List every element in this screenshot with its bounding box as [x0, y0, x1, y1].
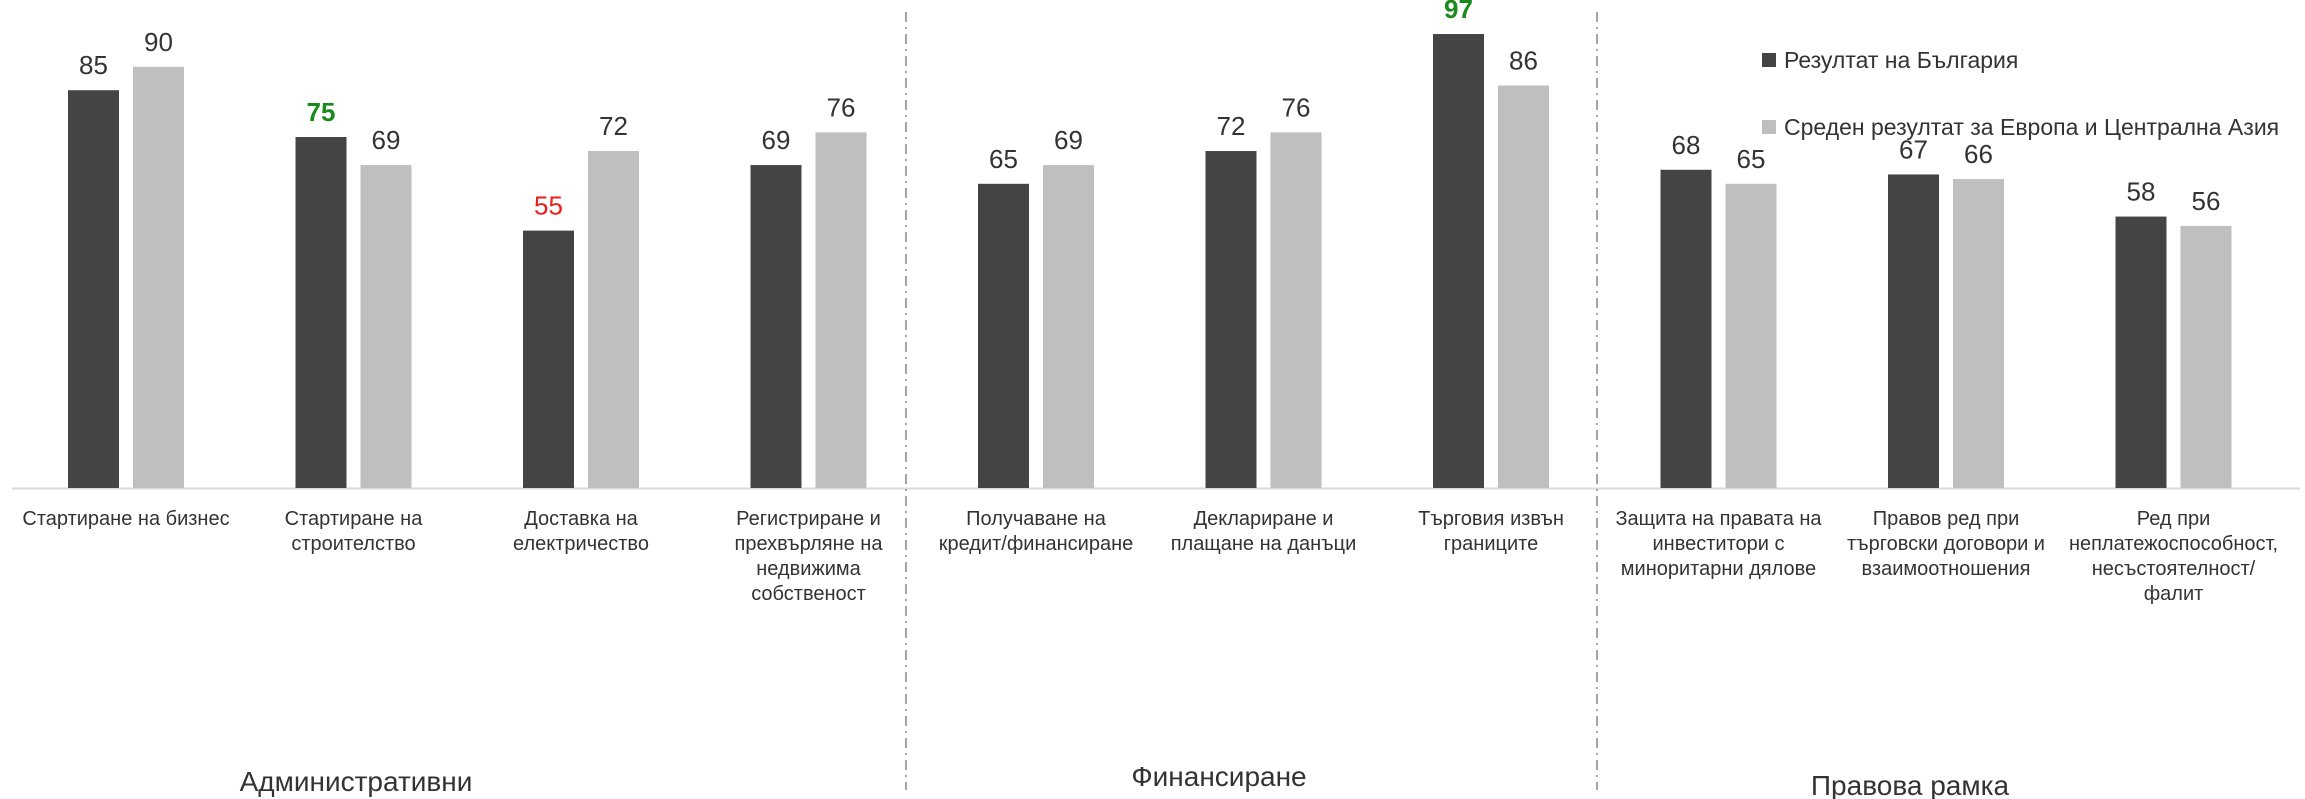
category-label-3: Доставка на електричество	[513, 508, 649, 555]
legend-item-europe-central-asia: Среден резултат за Европа и Централна Аз…	[1762, 107, 2279, 147]
bar-europe-central-asia-8	[1725, 183, 1777, 489]
data-label-europe-central-asia-3: 72	[599, 111, 628, 141]
category-label-line: инвеститори с	[1653, 533, 1785, 555]
category-label-line: недвижима	[756, 558, 861, 580]
data-label-bulgaria-1: 85	[79, 50, 108, 80]
legend-label-europe-central-asia: Среден резултат за Европа и Централна Аз…	[1784, 113, 2280, 140]
category-label-6: Деклариране и плащане на данъци	[1171, 508, 1357, 555]
data-label-bulgaria-6: 72	[1217, 111, 1246, 141]
bar-bulgaria-9	[1888, 174, 1939, 488]
bar-europe-central-asia-7	[1498, 85, 1549, 489]
bar-europe-central-asia-6	[1270, 132, 1322, 488]
data-label-bulgaria-2: 75	[307, 97, 336, 127]
bar-europe-central-asia-5	[1043, 165, 1094, 488]
category-label-line: Правов ред при	[1873, 508, 2019, 530]
category-label-line: Регистриране и	[736, 508, 881, 530]
bar-bulgaria-1	[68, 90, 119, 488]
category-label-2: Стартиране на строителство	[285, 508, 424, 555]
category-label-line: Получаване на	[966, 508, 1107, 530]
category-label-line: Стартиране на бизнес	[22, 508, 229, 530]
bar-europe-central-asia-10	[2180, 225, 2232, 489]
data-label-bulgaria-9: 67	[1899, 134, 1928, 164]
data-label-europe-central-asia-8: 65	[1737, 144, 1766, 174]
bar-europe-central-asia-9	[1953, 179, 2004, 488]
category-label-8: Защита на правата на инвеститори с минорит…	[1615, 508, 1822, 580]
category-label-1: Стартиране на бизнес	[22, 508, 229, 530]
data-label-bulgaria-7: 97	[1444, 0, 1473, 24]
legend-item-bulgaria: Резултат на България	[1762, 40, 2279, 80]
bar-bulgaria-10	[2115, 216, 2167, 488]
bar-bulgaria-6	[1205, 151, 1257, 489]
category-label-line: плащане на данъци	[1171, 533, 1357, 555]
category-label-line: собственост	[751, 583, 866, 605]
data-label-europe-central-asia-1: 90	[144, 27, 173, 57]
category-label-line: Търговия извън	[1418, 508, 1564, 530]
category-label-line: Деклариране и	[1194, 508, 1334, 530]
category-label-line: кредит/финансиране	[939, 533, 1134, 555]
legend-label-bulgaria: Резултат на България	[1784, 46, 2019, 73]
data-label-europe-central-asia-2: 69	[372, 125, 401, 155]
legend-swatch-europe-central-asia	[1762, 120, 1776, 134]
group-label-3: Правова рамка	[1811, 770, 2010, 799]
category-label-7: Търговия извън границите	[1418, 508, 1564, 555]
bar-bulgaria-5	[978, 183, 1029, 489]
category-label-9: Правов ред при търговски договори и взаимо…	[1847, 508, 2045, 580]
bar-bulgaria-7	[1433, 34, 1484, 488]
category-label-line: Доставка на	[524, 508, 638, 530]
legend: Резултат на България Среден резултат за …	[1762, 40, 2279, 174]
category-label-line: взаимоотношения	[1862, 558, 2031, 580]
category-label-10: Ред при неплатежоспособност, несъстоятелно…	[2069, 508, 2278, 605]
category-label-line: Защита на правата на	[1615, 508, 1822, 530]
data-label-bulgaria-4: 69	[762, 125, 791, 155]
data-label-europe-central-asia-10: 56	[2192, 186, 2221, 216]
bar-bulgaria-4	[750, 165, 802, 488]
category-label-line: Ред при	[2137, 508, 2211, 530]
category-label-line: прехвърляне на	[735, 533, 884, 555]
category-label-5: Получаване на кредит/финансиране	[939, 508, 1134, 555]
group-label-2: Финансиране	[1131, 761, 1306, 792]
bar-europe-central-asia-1	[133, 66, 184, 489]
category-label-line: строителство	[291, 533, 415, 555]
category-label-4: Регистриране и прехвърляне на недвижима соб…	[735, 508, 884, 605]
category-label-line: електричество	[513, 533, 649, 555]
bar-bulgaria-2	[295, 137, 347, 488]
category-label-line: неплатежоспособност,	[2069, 533, 2278, 555]
data-label-bulgaria-8: 68	[1672, 130, 1701, 160]
data-label-europe-central-asia-4: 76	[827, 92, 856, 122]
category-label-line: Стартиране на	[285, 508, 424, 530]
legend-swatch-bulgaria	[1762, 53, 1776, 67]
data-label-europe-central-asia-5: 69	[1054, 125, 1083, 155]
bar-europe-central-asia-2	[360, 165, 412, 488]
data-label-europe-central-asia-7: 86	[1509, 46, 1538, 76]
category-label-line: търговски договори и	[1847, 533, 2045, 555]
group-label-1: Административни	[240, 766, 473, 797]
category-label-line: миноритарни дялове	[1621, 558, 1816, 580]
bar-bulgaria-3	[523, 230, 574, 488]
category-label-line: границите	[1444, 533, 1538, 555]
data-label-bulgaria-10: 58	[2127, 177, 2156, 207]
data-label-europe-central-asia-9: 66	[1964, 139, 1993, 169]
data-label-bulgaria-5: 65	[989, 144, 1018, 174]
data-label-europe-central-asia-6: 76	[1282, 92, 1311, 122]
category-label-line: фалит	[2144, 583, 2204, 605]
data-label-bulgaria-3: 55	[534, 191, 563, 221]
bar-bulgaria-8	[1660, 169, 1712, 488]
bar-europe-central-asia-3	[588, 151, 639, 489]
bar-europe-central-asia-4	[815, 132, 867, 488]
category-label-line: несъстоятелност/	[2092, 558, 2256, 580]
